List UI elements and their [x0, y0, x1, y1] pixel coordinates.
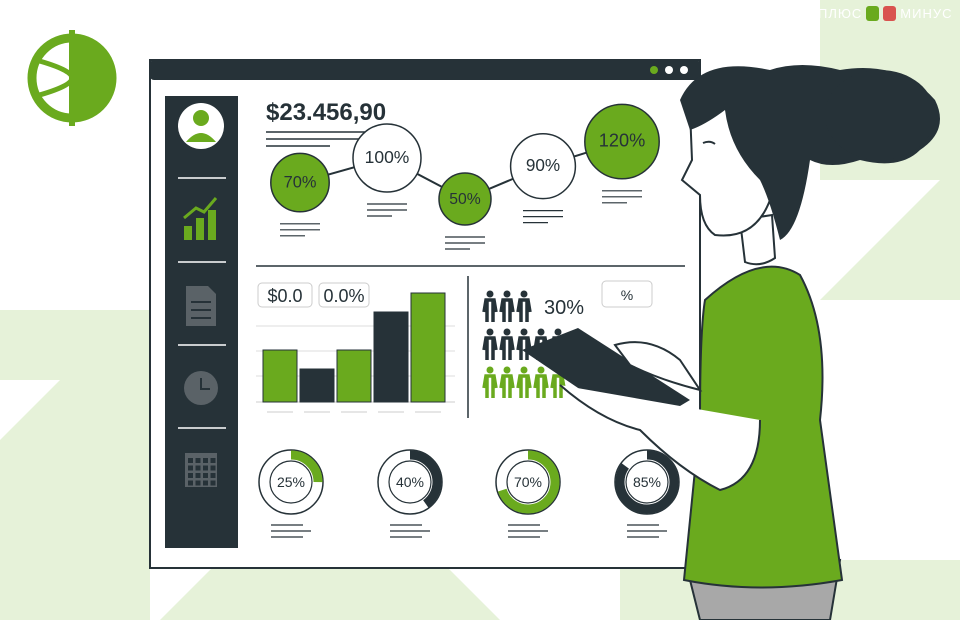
shirt [682, 265, 844, 589]
bar-badge [257, 282, 313, 308]
person-icon [516, 366, 532, 398]
trend-point [584, 103, 660, 180]
person-icon [482, 290, 498, 322]
donut-label: 85% [633, 474, 661, 490]
donut-label: 40% [396, 474, 424, 490]
plus-icon [866, 6, 880, 21]
people-percent: 30% [544, 297, 584, 319]
calendar-icon[interactable] [185, 453, 217, 487]
bar-badge-amount: $0.0 [267, 286, 302, 306]
woman-figure [522, 65, 940, 620]
trend-point [352, 123, 422, 193]
bar-chart: $0.0 0.0% [256, 282, 455, 413]
bar [373, 311, 409, 403]
person-icon [499, 290, 515, 322]
bg-shape [0, 380, 60, 440]
bar [336, 349, 372, 403]
bg-shape [820, 160, 960, 300]
donut-charts: 25% 40% 70% 85% [258, 449, 680, 538]
bar [299, 368, 335, 403]
person-icon [499, 366, 515, 398]
person-icon [516, 290, 532, 322]
person-icon [482, 328, 498, 360]
watermark: ПЛЮС МИНУС [818, 6, 952, 21]
trend-point-label: 70% [284, 174, 317, 192]
bar-badge [318, 282, 370, 308]
bar [410, 292, 446, 403]
watermark-left: ПЛЮС [818, 6, 863, 21]
window-titlebar [150, 60, 700, 80]
trend-point [270, 152, 330, 213]
hand [613, 341, 703, 392]
trend-point-label: 120% [599, 131, 645, 151]
window-dot [680, 66, 688, 74]
person-icon [499, 328, 515, 360]
balance-amount: $23.456,90 [266, 99, 386, 126]
trend-point-label: 100% [365, 147, 410, 167]
minus-icon [883, 6, 897, 21]
sidebar [165, 96, 238, 548]
hair-bun [825, 70, 935, 160]
donut-label: 70% [514, 474, 542, 490]
bg-shape [0, 310, 150, 620]
people-badge: % [621, 287, 633, 303]
person-icon [533, 366, 549, 398]
window-dot [665, 66, 673, 74]
clock-icon[interactable] [184, 371, 218, 405]
trend-point-label: 50% [449, 191, 480, 208]
arm [559, 384, 761, 492]
growth-chart-icon[interactable] [183, 197, 218, 240]
donut-arc [496, 450, 560, 514]
trend-point [438, 172, 492, 226]
bar-badge-percent: 0.0% [323, 286, 364, 306]
person-icon [482, 366, 498, 398]
donut-label: 25% [277, 474, 305, 490]
trend-chart: 70% 100% 50% 90% 120% [270, 103, 660, 250]
donut-arc [615, 450, 679, 514]
watermark-right: МИНУС [900, 6, 953, 21]
document-icon[interactable] [186, 286, 216, 326]
bar [262, 349, 298, 403]
donut-arc [378, 450, 442, 514]
trend-point [509, 133, 577, 200]
donut-arc [259, 450, 323, 514]
trend-point-label: 90% [526, 156, 560, 175]
user-avatar-icon[interactable] [178, 103, 224, 149]
people-infographic: 30% % [482, 280, 653, 398]
brand-logo-icon [27, 30, 117, 126]
window-dot [650, 66, 658, 74]
